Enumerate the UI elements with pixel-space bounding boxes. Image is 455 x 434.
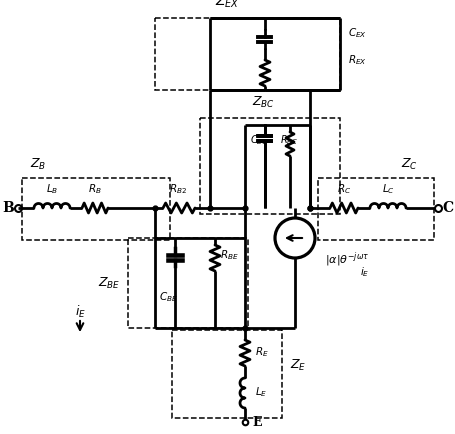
Text: $Z_C$: $Z_C$ [400, 157, 417, 172]
Text: $Z_{BE}$: $Z_{BE}$ [97, 276, 120, 290]
Text: $C_{EX}$: $C_{EX}$ [347, 26, 366, 40]
Text: $R_{BE}$: $R_{BE}$ [219, 248, 238, 262]
Bar [317, 178, 433, 240]
Bar [155, 18, 339, 90]
Text: $R_B$: $R_B$ [88, 182, 101, 196]
Bar [128, 238, 248, 328]
Circle shape [274, 218, 314, 258]
Text: $Z_{BC}$: $Z_{BC}$ [252, 95, 274, 110]
Text: $i_E$: $i_E$ [359, 265, 369, 279]
Text: B: B [2, 201, 14, 215]
Text: $C_{BE}$: $C_{BE}$ [158, 290, 177, 304]
Bar [172, 330, 281, 418]
Text: $C_{BC}$: $C_{BC}$ [249, 133, 268, 147]
Text: $i_E$: $i_E$ [74, 304, 85, 320]
Text: $R_E$: $R_E$ [254, 345, 268, 359]
Text: $R_{EX}$: $R_{EX}$ [347, 53, 366, 67]
Text: $Z_B$: $Z_B$ [30, 157, 46, 172]
Text: $R_{B2}$: $R_{B2}$ [169, 182, 187, 196]
Text: $R_C$: $R_C$ [336, 182, 350, 196]
Text: $L_E$: $L_E$ [254, 385, 267, 399]
Text: $R_{BC}$: $R_{BC}$ [279, 133, 298, 147]
Bar [200, 118, 339, 214]
Text: $Z_{EX}$: $Z_{EX}$ [214, 0, 239, 10]
Text: C: C [441, 201, 452, 215]
Text: $|\alpha|\theta^{-j\omega\tau}$: $|\alpha|\theta^{-j\omega\tau}$ [324, 251, 369, 270]
Text: E: E [252, 415, 261, 428]
Bar [22, 178, 170, 240]
Text: $Z_E$: $Z_E$ [289, 358, 306, 372]
Text: $L_B$: $L_B$ [46, 182, 58, 196]
Text: $L_C$: $L_C$ [381, 182, 394, 196]
